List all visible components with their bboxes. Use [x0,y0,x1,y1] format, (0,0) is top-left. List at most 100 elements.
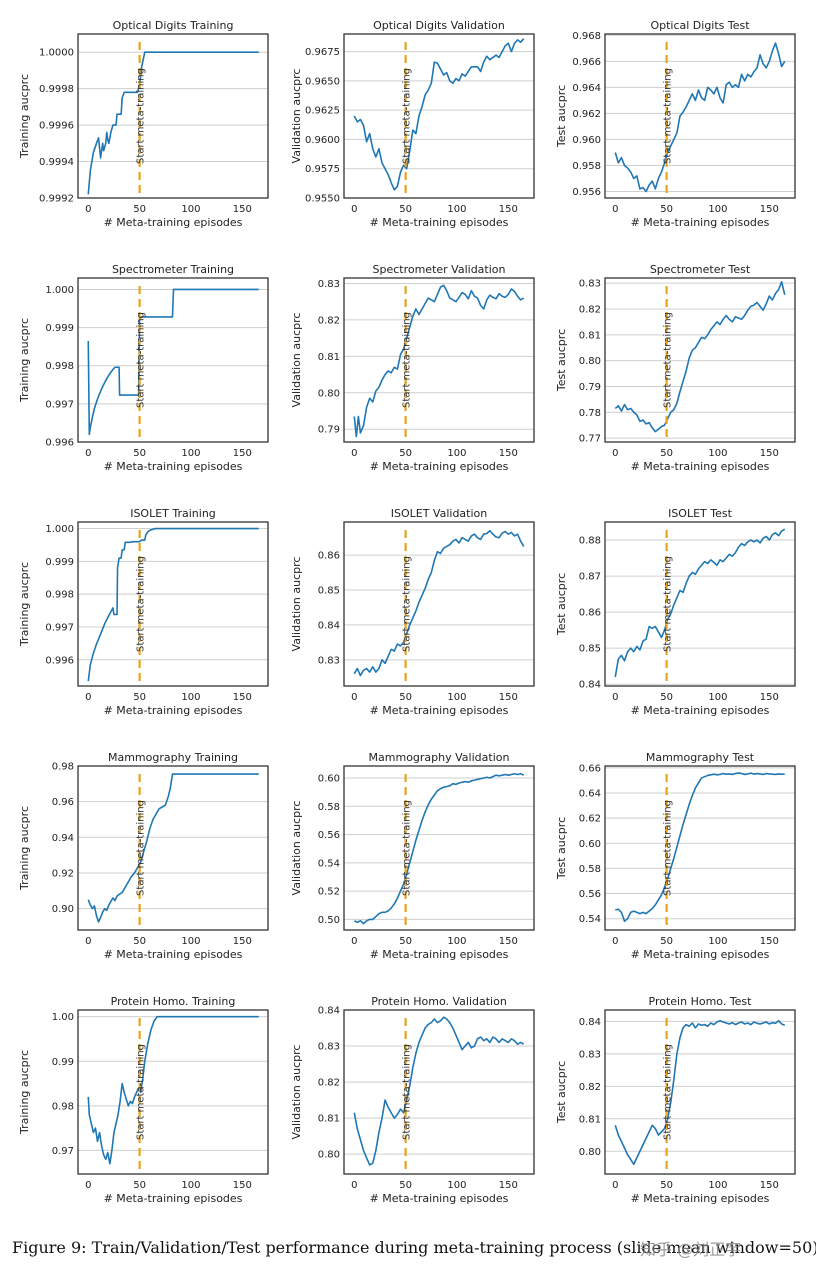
x-tick-label: 100 [447,692,466,703]
x-tick-label: 100 [447,936,466,947]
series-line [353,772,525,925]
x-tick-label: 150 [760,448,779,459]
x-tick-label: 50 [399,448,412,459]
y-tick-label: 0.64 [579,789,601,800]
y-tick-label: 0.66 [579,763,601,774]
x-tick-label: 50 [399,936,412,947]
chart-svg: Start meta-training 0.80 0.81 0.82 0.83 0.84 0… [290,995,535,1205]
x-tick-label: 0 [612,448,618,459]
plot-frame [604,521,796,687]
y-tick-label: 1.0000 [39,48,74,59]
y-tick-label: 0.82 [579,304,601,315]
y-tick-label: 0.52 [318,887,340,898]
y-tick-label: 1.00 [52,1012,74,1023]
start-marker-label: Start meta-training [402,68,413,164]
x-tick-label: 150 [499,936,518,947]
y-axis-label: Validation aucprc [290,69,303,164]
x-tick-label: 50 [133,204,146,215]
x-tick-label: 100 [181,448,200,459]
x-axis-label: # Meta-training episodes [631,948,770,961]
y-tick-label: 0.77 [579,434,601,445]
plot-frame [77,33,269,199]
start-marker-label: Start meta-training [402,312,413,408]
figure-caption: Figure 9: Train/Validation/Test performa… [12,1238,816,1257]
start-marker-label: Start meta-training [402,1044,413,1140]
y-tick-label: 0.968 [572,31,601,42]
y-tick-label: 0.82 [579,1082,601,1093]
x-tick-label: 150 [760,1180,779,1191]
plot-frame [77,277,269,443]
y-tick-label: 0.84 [318,1006,340,1017]
chart-svg: Start meta-training 0.84 0.85 0.86 0.87 0.88 0… [555,507,796,717]
start-marker-label: Start meta-training [402,800,413,896]
x-axis-label: # Meta-training episodes [631,1192,770,1205]
y-tick-label: 0.99 [52,1057,74,1068]
series-line [353,1016,525,1166]
x-tick-label: 100 [447,204,466,215]
start-marker-label: Start meta-training [136,1044,147,1140]
y-tick-label: 0.996 [45,655,74,666]
y-tick-label: 0.9625 [305,106,340,117]
y-axis-label: Test aucprc [555,1061,568,1124]
y-tick-label: 0.956 [572,187,601,198]
chart-title: Optical Digits Test [650,19,750,32]
series-line [614,1019,786,1166]
chart-title: Spectrometer Training [112,263,234,276]
x-tick-label: 100 [708,204,727,215]
y-tick-label: 0.82 [318,315,340,326]
series-line [353,284,525,438]
chart-title: Protein Homo. Test [649,995,753,1008]
y-tick-label: 0.62 [579,814,601,825]
x-tick-label: 50 [133,692,146,703]
series-line [353,38,525,191]
x-tick-label: 150 [233,692,252,703]
x-axis-label: # Meta-training episodes [370,460,509,473]
y-axis-label: Validation aucprc [290,801,303,896]
y-tick-label: 0.56 [318,830,340,841]
y-tick-label: 1.000 [45,285,74,296]
chart-svg: Start meta-training 0.80 0.81 0.82 0.83 0.84 0… [555,995,796,1205]
y-axis-label: Test aucprc [555,573,568,636]
y-tick-label: 0.81 [318,352,340,363]
chart-title: Protein Homo. Validation [371,995,507,1008]
y-tick-label: 0.964 [572,83,601,94]
x-tick-label: 0 [351,1180,357,1191]
y-tick-label: 0.80 [318,388,340,399]
x-tick-label: 150 [233,448,252,459]
x-axis-label: # Meta-training episodes [631,216,770,229]
chart-title: Optical Digits Validation [373,19,505,32]
y-tick-label: 0.9992 [39,194,74,205]
y-tick-label: 0.962 [572,109,601,120]
start-marker-label: Start meta-training [663,800,674,896]
plot-frame [77,521,269,687]
plot-frame [343,277,535,443]
y-tick-label: 0.58 [579,864,601,875]
y-tick-label: 0.83 [318,1042,340,1053]
chart-title: ISOLET Training [130,507,216,520]
y-axis-label: Training aucprc [18,562,31,647]
y-axis-label: Training aucprc [18,318,31,403]
chart-svg: Start meta-training 0.9550 0.9575 0.9600 0.9… [290,19,535,229]
x-tick-label: 150 [499,1180,518,1191]
x-tick-label: 0 [85,1180,91,1191]
x-tick-label: 50 [133,1180,146,1191]
start-marker-label: Start meta-training [136,556,147,652]
chart-svg: Start meta-training 0.996 0.997 0.998 0.999 1… [18,507,269,717]
x-tick-label: 0 [351,204,357,215]
y-tick-label: 0.82 [318,1078,340,1089]
y-axis-label: Training aucprc [18,74,31,159]
y-tick-label: 0.997 [45,399,74,410]
y-tick-label: 0.78 [579,408,601,419]
y-tick-label: 0.79 [579,382,601,393]
y-axis-label: Validation aucprc [290,313,303,408]
chart-svg: Start meta-training 0.97 0.98 0.99 1.00 0 50 10… [18,995,269,1205]
x-tick-label: 50 [660,692,673,703]
start-marker-label: Start meta-training [663,312,674,408]
y-tick-label: 0.9675 [305,47,340,58]
x-tick-label: 50 [660,204,673,215]
x-tick-label: 50 [399,1180,412,1191]
x-tick-label: 100 [447,448,466,459]
x-tick-label: 100 [181,204,200,215]
x-tick-label: 100 [447,1180,466,1191]
y-tick-label: 0.97 [52,1146,74,1157]
